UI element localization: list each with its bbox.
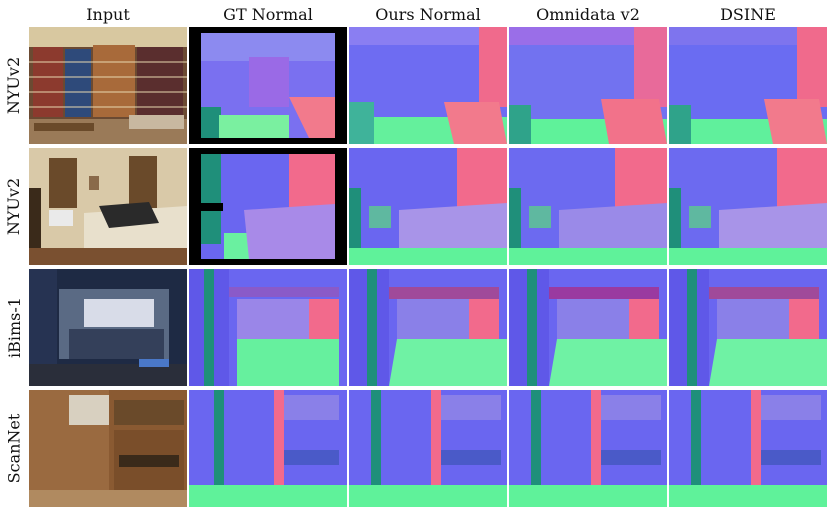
image-row1-gt-normal: [189, 27, 347, 144]
image-row3-gt-normal: [189, 269, 347, 386]
row-label-ibims: iBims-1: [4, 297, 24, 358]
image-row1-ours-normal: [349, 27, 507, 144]
row-label-nyuv2-2: NYUv2: [4, 177, 24, 236]
image-row4-ours-normal: [349, 390, 507, 507]
row-label-nyuv2-1: NYUv2: [4, 56, 24, 115]
image-row3-omnidata: [509, 269, 667, 386]
column-header-gt-normal: GT Normal: [223, 5, 313, 24]
column-header-ours-normal: Ours Normal: [375, 5, 481, 24]
column-header-input: Input: [86, 5, 130, 24]
image-row1-input: [29, 27, 187, 144]
row-label-scannet: ScanNet: [4, 413, 24, 484]
image-row2-ours-normal: [349, 148, 507, 265]
image-row1-omnidata: [509, 27, 667, 144]
image-row2-omnidata: [509, 148, 667, 265]
image-row1-dsine: [669, 27, 827, 144]
image-row4-omnidata: [509, 390, 667, 507]
image-row2-dsine: [669, 148, 827, 265]
column-header-omnidata-v2: Omnidata v2: [536, 5, 640, 24]
column-header-dsine: DSINE: [720, 5, 776, 24]
image-row3-dsine: [669, 269, 827, 386]
image-row2-gt-normal: [189, 148, 347, 265]
image-row4-gt-normal: [189, 390, 347, 507]
image-row4-dsine: [669, 390, 827, 507]
image-row4-input: [29, 390, 187, 507]
image-row2-input: [29, 148, 187, 265]
image-row3-ours-normal: [349, 269, 507, 386]
image-row3-input: [29, 269, 187, 386]
